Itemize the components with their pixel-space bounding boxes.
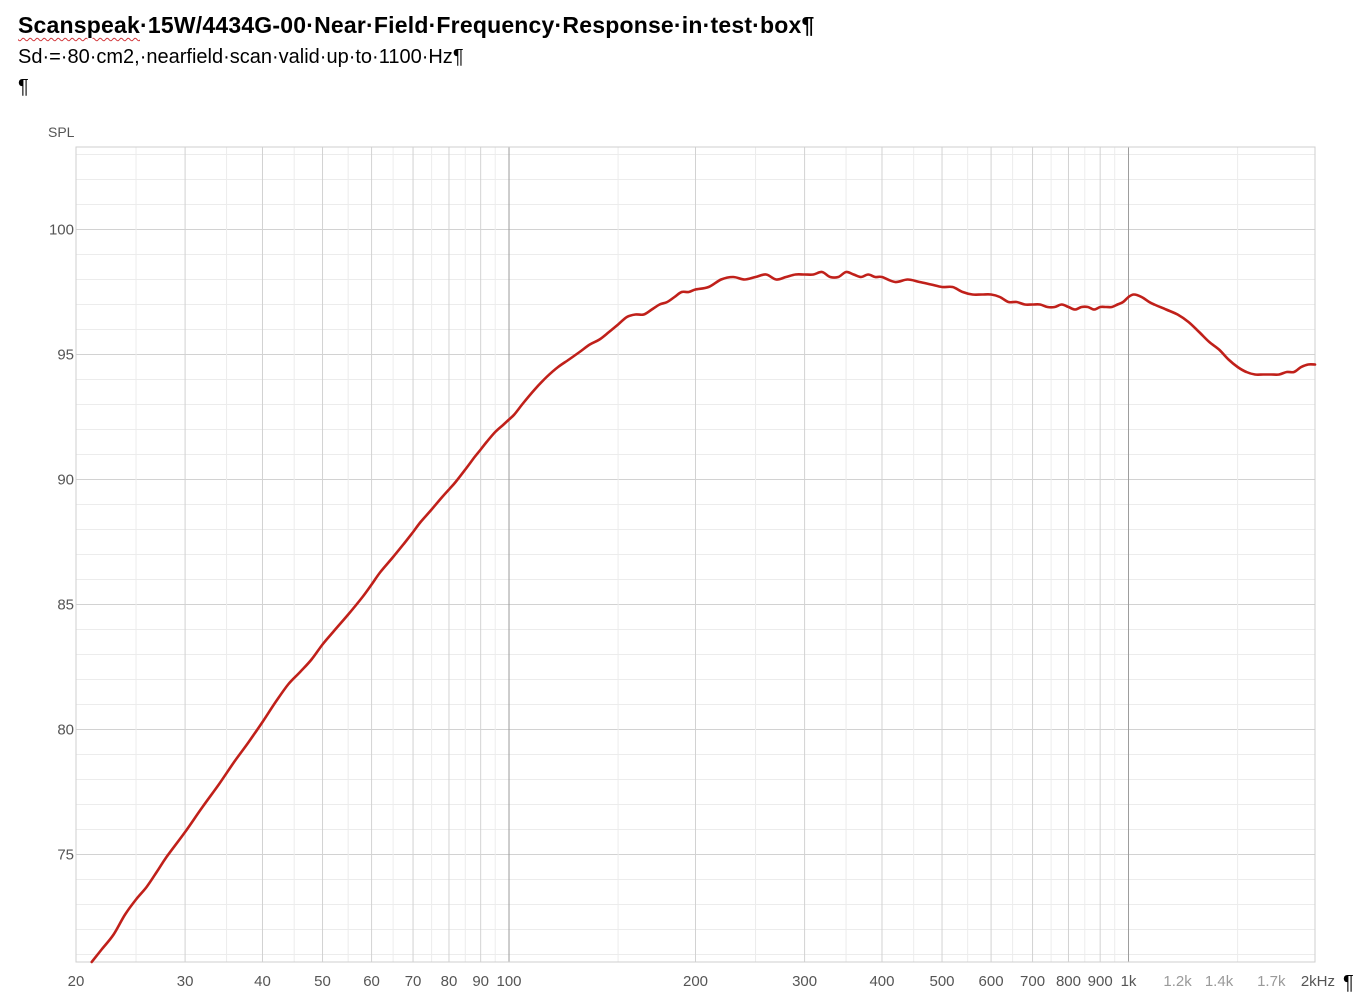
- y-tick-label: 95: [57, 347, 74, 364]
- x-tick-label: 200: [683, 973, 708, 990]
- spl-curve: [90, 270, 1317, 964]
- x-tick-label: 20: [68, 973, 85, 990]
- x-tick-label: 30: [177, 973, 194, 990]
- x-tick-label: 100: [496, 973, 521, 990]
- y-axis-title: SPL: [48, 124, 75, 140]
- x-tick-label: 2kHz: [1301, 973, 1335, 990]
- title-paragraph-mark: ¶: [801, 12, 815, 38]
- y-tick-label: 80: [57, 722, 74, 739]
- document-subtitle: Sd·=·80·cm2,·nearfield·scan·valid·up·to·…: [18, 46, 464, 69]
- subtitle-paragraph-mark: ¶: [452, 46, 464, 68]
- plot-border: [75, 146, 1316, 963]
- title-word-scanspeak: Scanspeak: [18, 12, 140, 38]
- y-tick-label: 100: [49, 222, 74, 239]
- x-tick-label: 300: [792, 973, 817, 990]
- subtitle-text: Sd·=·80·cm2,·nearfield·scan·valid·up·to·…: [18, 46, 453, 68]
- x-axis-labels: 20 30 40 50 60 70 80 90 100 200 300 400 500 600 700 800…: [68, 973, 1335, 990]
- x-tick-label: 40: [254, 973, 271, 990]
- x-tick-label: 400: [869, 973, 894, 990]
- trailing-paragraph-mark: ¶: [1343, 972, 1354, 994]
- y-tick-label: 90: [57, 472, 74, 489]
- x-tick-label: 1k: [1121, 973, 1137, 990]
- x-tick-label: 900: [1088, 973, 1113, 990]
- x-tick-label: 1.2k: [1163, 973, 1192, 990]
- x-tick-label: 60: [363, 973, 380, 990]
- y-tick-label: 75: [57, 847, 74, 864]
- y-axis-labels: 75 80 85 90 95 100: [49, 222, 74, 864]
- x-tick-label: 90: [472, 973, 489, 990]
- x-tick-label: 700: [1020, 973, 1045, 990]
- plot-area-frame: [75, 146, 1316, 963]
- x-tick-label: 70: [405, 973, 422, 990]
- title-text: ·15W/4434G-00·Near·Field·Frequency·Respo…: [140, 12, 802, 38]
- document-title: Scanspeak·15W/4434G-00·Near·Field·Freque…: [18, 12, 815, 39]
- x-tick-label: 1.7k: [1257, 973, 1286, 990]
- chart-grid: [75, 147, 1316, 962]
- x-tick-label: 50: [314, 973, 331, 990]
- empty-paragraph-mark: ¶: [18, 76, 29, 98]
- x-tick-label: 1.4k: [1205, 973, 1234, 990]
- y-tick-label: 85: [57, 597, 74, 614]
- x-tick-label: 600: [979, 973, 1004, 990]
- x-tick-label: 80: [441, 973, 458, 990]
- x-tick-label: 800: [1056, 973, 1081, 990]
- x-tick-label: 500: [930, 973, 955, 990]
